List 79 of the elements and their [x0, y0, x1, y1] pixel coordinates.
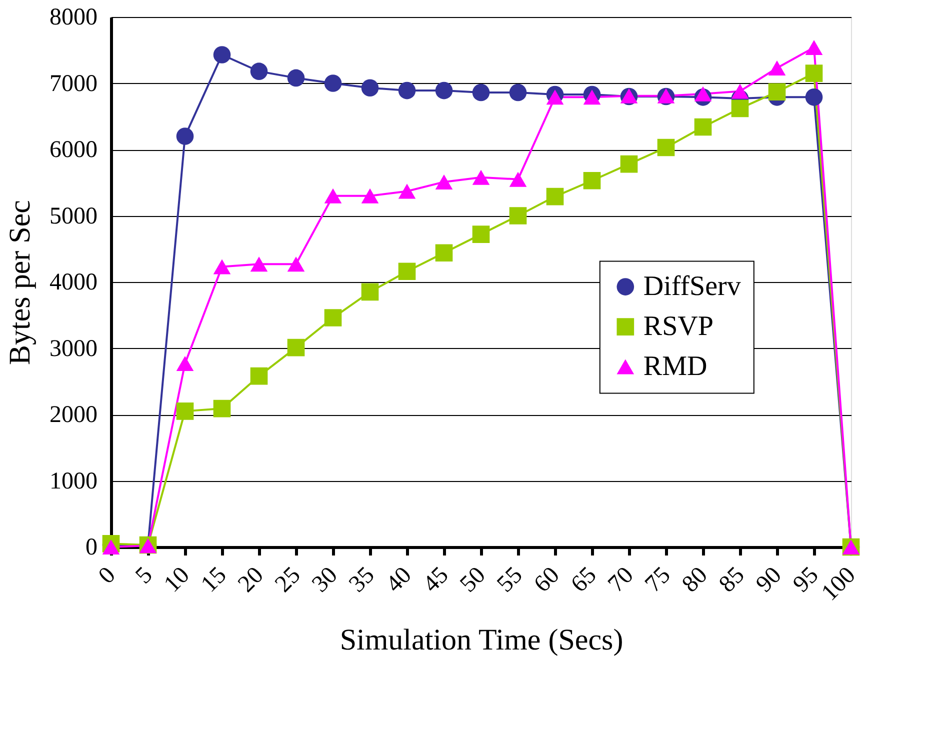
x-tick-label: 20	[233, 562, 269, 598]
point	[694, 118, 712, 136]
point	[768, 83, 786, 101]
point	[472, 84, 490, 102]
x-tick-label: 80	[677, 562, 713, 598]
point	[176, 356, 194, 371]
point	[324, 309, 342, 326]
point	[213, 259, 231, 274]
y-tick-label: 6000	[50, 137, 98, 163]
x-tick-label: 15	[196, 562, 232, 598]
point	[805, 40, 823, 55]
point	[213, 46, 231, 64]
point	[176, 402, 194, 420]
y-tick-label: 7000	[50, 70, 98, 97]
point	[324, 188, 342, 204]
point	[472, 170, 490, 185]
point	[583, 90, 601, 105]
point	[398, 82, 416, 100]
x-tick-label: 45	[418, 562, 454, 598]
point	[657, 138, 675, 156]
x-tick-label: 25	[270, 562, 306, 598]
point	[213, 400, 231, 418]
y-tick-label: 5000	[50, 203, 98, 230]
point	[102, 540, 120, 554]
point	[287, 338, 305, 356]
point	[583, 172, 601, 190]
point	[361, 283, 379, 301]
y-tick-label: 2000	[50, 402, 98, 428]
point	[472, 226, 490, 243]
point	[694, 86, 712, 102]
point	[398, 262, 416, 280]
x-tick-label: 60	[529, 562, 565, 598]
x-tick-label: 65	[566, 562, 602, 598]
point	[509, 84, 527, 102]
x-tick-label: 35	[344, 562, 380, 598]
point	[361, 188, 379, 204]
x-tick-label: 30	[307, 562, 343, 598]
point	[361, 79, 379, 97]
point	[287, 256, 305, 272]
x-tick-label: 85	[714, 562, 750, 598]
point	[250, 256, 268, 272]
point	[398, 184, 416, 199]
x-tick-label: 55	[492, 562, 528, 598]
x-tick-label: 50	[455, 562, 491, 598]
x-axis-title: Simulation Time (Secs)	[340, 623, 624, 656]
y-tick-label: 3000	[50, 336, 98, 362]
x-tick-label: 10	[159, 562, 195, 598]
point	[509, 172, 527, 187]
point	[250, 367, 268, 385]
legend-label: RSVP	[643, 310, 714, 342]
legend-label: DiffServ	[643, 270, 741, 302]
point	[546, 188, 564, 206]
point	[731, 100, 749, 118]
point	[435, 82, 453, 100]
point	[805, 64, 823, 82]
point	[546, 90, 564, 105]
point	[435, 244, 453, 262]
legend-label: RMD	[643, 350, 708, 382]
x-tick-label: 40	[381, 562, 417, 598]
point	[620, 155, 638, 173]
y-tick-label: 0	[86, 534, 98, 560]
x-tick-label: 75	[640, 562, 676, 598]
point	[435, 174, 453, 190]
y-tick-label: 8000	[50, 4, 98, 30]
point	[768, 60, 786, 76]
x-tick-label: 5	[130, 562, 158, 590]
x-tick-label: 70	[603, 562, 639, 598]
point	[176, 128, 194, 145]
point	[324, 74, 342, 92]
point	[805, 88, 823, 106]
point	[250, 62, 268, 80]
y-tick-label: 1000	[50, 468, 98, 494]
point	[509, 207, 527, 224]
x-tick-label: 90	[751, 562, 787, 598]
point	[731, 84, 749, 99]
x-tick-label: 0	[94, 562, 121, 590]
point	[287, 69, 305, 87]
y-axis-title: Bytes per Sec	[4, 200, 36, 365]
y-tick-label: 4000	[50, 270, 98, 296]
